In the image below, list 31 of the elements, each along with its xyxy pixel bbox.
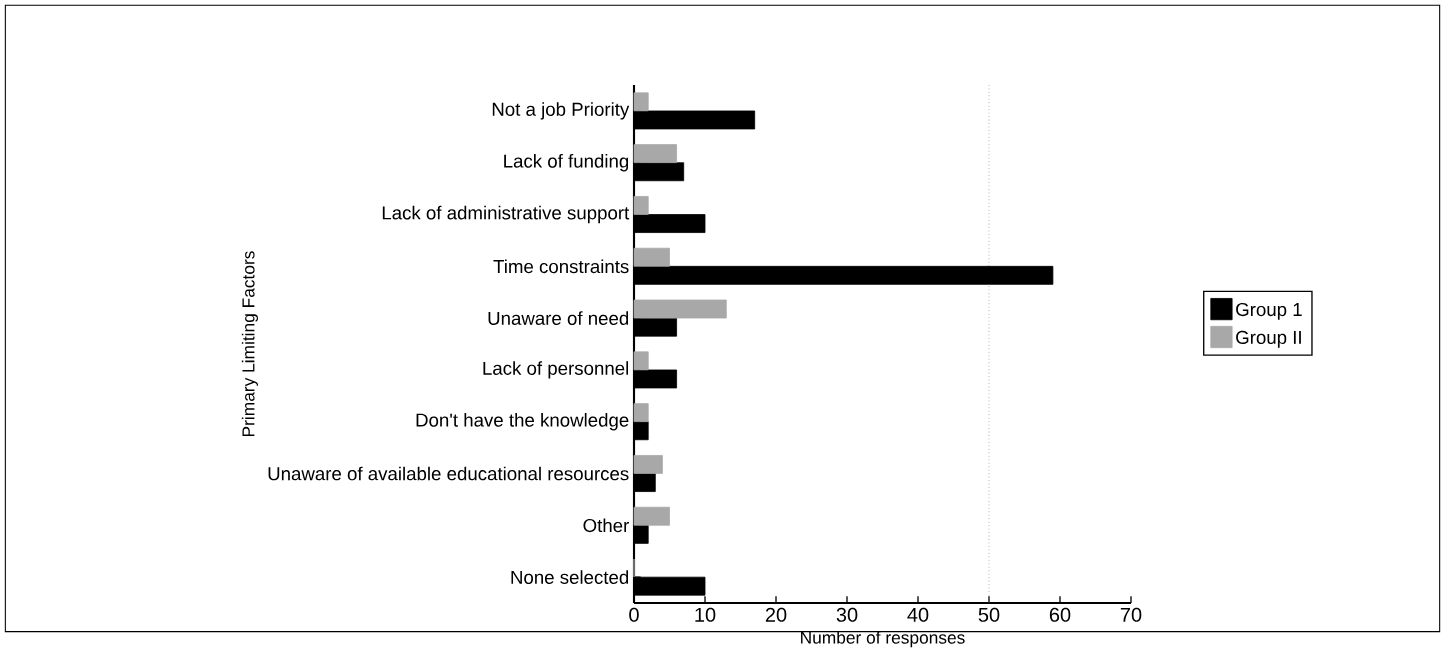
bar [633, 507, 670, 526]
bar [633, 144, 677, 164]
y-axis-title: Primary Limiting Factors [241, 251, 258, 437]
y-tick-label: None selected [511, 570, 629, 585]
bar [633, 455, 663, 475]
y-tick-label: Lack of personnel [483, 361, 629, 379]
x-tick-label: 60 [1049, 607, 1071, 623]
y-tick-label: Unaware of need [488, 311, 629, 326]
x-tick-label: 30 [836, 607, 858, 623]
x-tick-label: 20 [765, 607, 787, 623]
y-tick-label: Time constraints [493, 259, 629, 274]
x-tick-label: 70 [1120, 607, 1142, 623]
bar [633, 248, 670, 267]
legend-label: Group 1 [1236, 303, 1302, 320]
x-axis-title: Number of responses [801, 631, 965, 648]
x-tick-label: 10 [695, 607, 716, 623]
x-tick-label: 0 [629, 607, 639, 623]
x-tick-label: 40 [907, 607, 929, 623]
x-tick-label: 50 [978, 607, 1000, 623]
y-tick-label: Other [583, 518, 629, 533]
bar [633, 351, 649, 371]
bar [633, 196, 649, 216]
y-tick-label: Not a job Priority [492, 102, 630, 120]
legend-label: Group II [1236, 330, 1301, 348]
y-tick-label: Unaware of available educational resources [268, 466, 629, 481]
y-tick-label: Don't have the knowledge [416, 413, 629, 431]
y-tick-label: Lack of funding [504, 154, 629, 172]
bar [633, 299, 727, 319]
bar [633, 403, 649, 423]
bar [633, 92, 649, 112]
y-tick-label: Lack of administrative support [382, 205, 630, 224]
